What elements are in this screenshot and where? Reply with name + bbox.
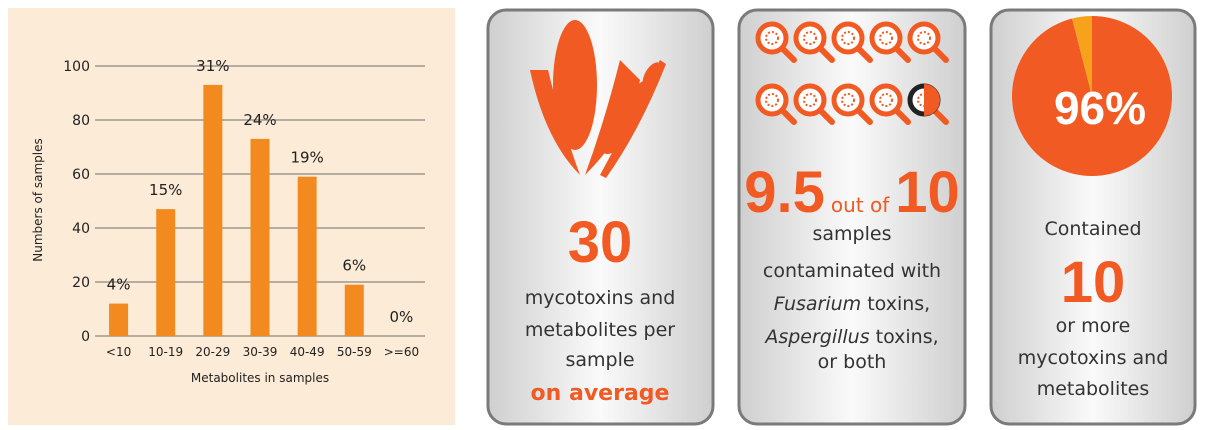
card-line: metabolites per [525,319,675,341]
card-line: Aspergillus toxins, [763,326,938,348]
magnifier-ring [758,86,786,114]
x-tick-label: 50-59 [337,345,372,359]
line-part: contaminated with [763,260,941,282]
share-label: 6% [342,257,366,275]
x-tick-label: >=60 [384,345,419,359]
pie-label: 96% [1054,82,1146,134]
y-tick-label: 80 [72,113,90,129]
magnifier-ring [834,24,862,52]
y-tick-label: 20 [72,275,90,291]
magnifier-ring [872,24,900,52]
y-tick-label: 40 [72,221,90,237]
magnifier-ring [910,24,938,52]
y-tick-label: 100 [63,59,90,75]
line-part: metabolites per [525,319,675,341]
line-part: mycotoxins and [525,287,676,309]
headline-part: 10 [895,160,960,225]
card-line: mycotoxins and [525,287,676,309]
line-part: Aspergillus [763,326,869,348]
headline-part: 10 [1061,250,1126,315]
x-tick-label: <10 [106,345,131,359]
magnifier-ring [758,24,786,52]
y-tick-label: 60 [72,167,90,183]
pie-chart: 96% [1012,16,1172,176]
card-line: or more [1056,315,1131,337]
bar [109,304,128,336]
card-line: metabolites [1037,378,1150,400]
y-axis-title: Numbers of samples [31,138,45,262]
bar [298,177,317,336]
share-label: 4% [107,276,131,294]
line-part: samples [813,223,892,245]
share-label: 31% [196,57,229,75]
x-tick-label: 40-49 [290,345,325,359]
line-part: sample [565,349,634,371]
magnifier-ring [834,86,862,114]
magnifier-ring [796,24,824,52]
card-line: or both [818,351,887,373]
card-line: Fusarium toxins, [774,293,930,315]
card-headline: 10 [1061,250,1126,315]
line-part: toxins, [861,293,930,315]
card-line: mycotoxins and [1018,347,1169,369]
headline-part: out of [831,193,890,217]
x-tick-label: 10-19 [148,345,183,359]
card-line: samples [813,223,892,245]
share-label: 0% [390,308,414,326]
line-part: or more [1056,315,1131,337]
bar [251,139,270,336]
magnifier-ring [796,86,824,114]
bar [345,285,364,336]
bar [203,85,222,336]
card-intro: Contained [1044,218,1141,240]
headline-part: 9.5 [744,160,825,225]
card-line: sample [565,349,634,371]
line-part: metabolites [1037,378,1150,400]
card-line: contaminated with [763,260,941,282]
share-label: 19% [290,149,323,167]
share-label: 24% [243,111,276,129]
x-tick-label: 30-39 [243,345,278,359]
bar [156,209,175,336]
x-tick-label: 20-29 [195,345,230,359]
line-part: or both [818,351,887,373]
x-axis-title: Metabolites in samples [191,371,329,385]
line-part: Fusarium [774,293,861,315]
card-headline: 30 [568,210,633,275]
share-label: 15% [149,181,182,199]
magnifier-ring [872,86,900,114]
headline-part: 30 [568,210,633,275]
y-tick-label: 0 [81,329,90,345]
line-part: toxins, [870,326,939,348]
line-part: mycotoxins and [1018,347,1169,369]
card-footer: on average [531,381,670,406]
infographic: 0 20 40 60 80 100 <10 4% 10-19 15% 20-29 31% 30-39 24… [0,0,1208,430]
